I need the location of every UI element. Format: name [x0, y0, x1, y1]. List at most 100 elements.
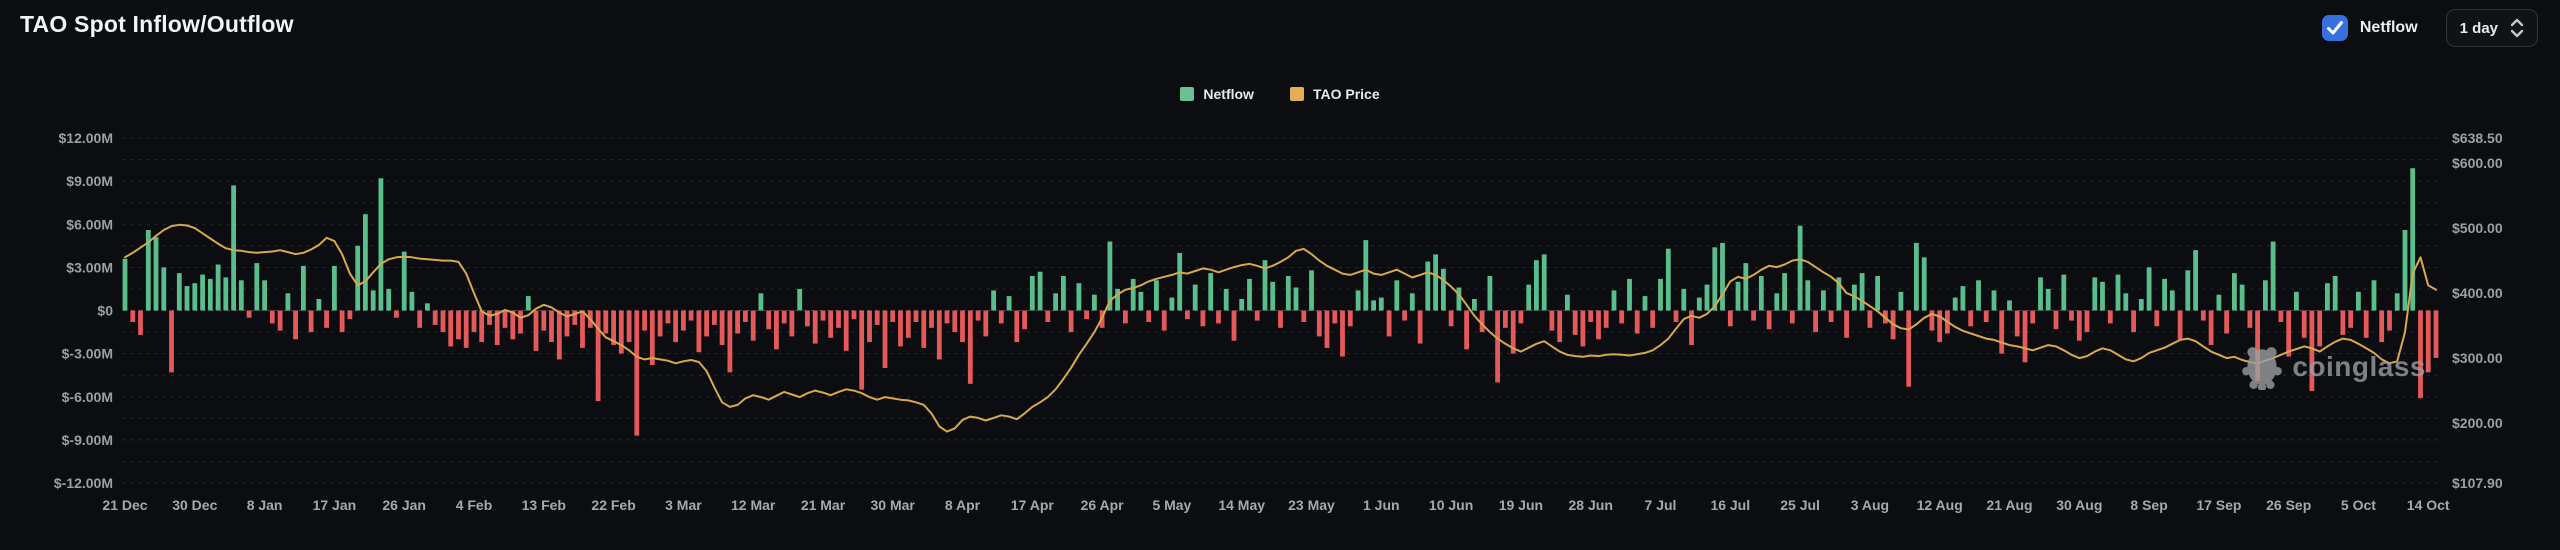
netflow-bar[interactable]	[1658, 278, 1663, 311]
netflow-bar[interactable]	[1495, 310, 1500, 383]
netflow-bar[interactable]	[2247, 310, 2253, 328]
netflow-bar[interactable]	[1805, 280, 1811, 311]
netflow-bar[interactable]	[1673, 310, 1679, 323]
netflow-bar[interactable]	[750, 310, 756, 341]
netflow-bar[interactable]	[301, 265, 306, 311]
netflow-bar[interactable]	[122, 258, 128, 311]
netflow-bar[interactable]	[2270, 241, 2276, 311]
netflow-bar[interactable]	[1642, 296, 1648, 311]
netflow-bar[interactable]	[1720, 242, 1725, 311]
netflow-bar[interactable]	[774, 310, 779, 350]
netflow-bar[interactable]	[2131, 310, 2136, 333]
netflow-bar[interactable]	[223, 277, 229, 311]
netflow-bar[interactable]	[1216, 310, 1221, 324]
netflow-bar[interactable]	[2100, 281, 2105, 311]
netflow-bar[interactable]	[207, 278, 213, 311]
netflow-bar[interactable]	[1247, 278, 1252, 311]
netflow-bar[interactable]	[913, 310, 919, 323]
netflow-bar[interactable]	[2193, 250, 2198, 311]
netflow-bar[interactable]	[2325, 283, 2330, 311]
netflow-bar[interactable]	[905, 310, 911, 338]
netflow-bar[interactable]	[1068, 310, 1074, 333]
netflow-bar[interactable]	[1766, 310, 1772, 330]
netflow-bar[interactable]	[1409, 293, 1415, 311]
netflow-bar[interactable]	[1161, 310, 1167, 331]
netflow-bar[interactable]	[269, 310, 275, 324]
netflow-bar[interactable]	[2177, 310, 2183, 340]
netflow-bar[interactable]	[1921, 257, 1927, 311]
netflow-bar[interactable]	[929, 310, 934, 328]
netflow-bar[interactable]	[1022, 310, 1027, 330]
netflow-bar[interactable]	[1952, 297, 1958, 311]
netflow-bar[interactable]	[1479, 310, 1485, 333]
netflow-bar[interactable]	[417, 310, 423, 328]
netflow-bar[interactable]	[1976, 280, 1981, 311]
netflow-bars[interactable]	[122, 168, 2439, 436]
netflow-bar[interactable]	[704, 310, 709, 337]
netflow-bar[interactable]	[743, 310, 748, 323]
netflow-bar[interactable]	[1076, 283, 1082, 311]
netflow-bar[interactable]	[1084, 310, 1089, 320]
netflow-bar[interactable]	[502, 310, 508, 328]
netflow-bar[interactable]	[176, 273, 182, 311]
netflow-bar[interactable]	[828, 310, 834, 338]
netflow-bar[interactable]	[1231, 310, 1237, 341]
netflow-bar[interactable]	[611, 310, 616, 346]
netflow-bar[interactable]	[1107, 241, 1113, 311]
netflow-bar[interactable]	[184, 286, 190, 311]
netflow-bar[interactable]	[1983, 310, 1989, 323]
netflow-bar[interactable]	[440, 310, 446, 333]
netflow-bar[interactable]	[1115, 288, 1120, 311]
netflow-bar[interactable]	[1185, 310, 1190, 320]
netflow-bar[interactable]	[2356, 291, 2361, 311]
netflow-bar[interactable]	[1270, 281, 1276, 311]
netflow-bar[interactable]	[960, 310, 965, 343]
netflow-bar[interactable]	[2224, 310, 2229, 334]
netflow-bar[interactable]	[1394, 280, 1400, 311]
netflow-bar[interactable]	[642, 310, 647, 331]
netflow-bar[interactable]	[1627, 278, 1632, 311]
netflow-bar[interactable]	[1960, 286, 1966, 311]
netflow-bar[interactable]	[525, 296, 531, 311]
netflow-bar[interactable]	[952, 310, 958, 333]
netflow-bar[interactable]	[2092, 277, 2098, 311]
netflow-bar[interactable]	[2162, 278, 2167, 311]
netflow-bar[interactable]	[2030, 310, 2036, 324]
netflow-bar[interactable]	[1859, 273, 1865, 311]
netflow-checkbox[interactable]	[2321, 15, 2348, 41]
netflow-bar[interactable]	[308, 310, 314, 333]
netflow-bar[interactable]	[1991, 290, 1997, 311]
netflow-bar[interactable]	[153, 237, 159, 311]
netflow-bar[interactable]	[1037, 271, 1043, 311]
netflow-bar[interactable]	[161, 267, 167, 311]
netflow-bar[interactable]	[2379, 310, 2385, 343]
netflow-bar[interactable]	[2425, 310, 2431, 373]
netflow-bar[interactable]	[2045, 288, 2051, 311]
netflow-bar[interactable]	[859, 310, 865, 390]
netflow-bar[interactable]	[649, 310, 655, 366]
netflow-bar[interactable]	[169, 310, 174, 373]
netflow-bar[interactable]	[634, 310, 640, 436]
netflow-bar[interactable]	[2402, 230, 2408, 311]
netflow-bar[interactable]	[2410, 168, 2416, 311]
netflow-bar[interactable]	[1557, 310, 1563, 343]
netflow-bar[interactable]	[1937, 310, 1943, 343]
netflow-bar[interactable]	[898, 310, 903, 347]
netflow-bar[interactable]	[1386, 310, 1392, 337]
netflow-bar[interactable]	[347, 310, 353, 320]
netflow-bar[interactable]	[1774, 293, 1780, 311]
netflow-bar[interactable]	[1821, 290, 1826, 311]
netflow-bar[interactable]	[967, 310, 973, 384]
netflow-bar[interactable]	[696, 310, 702, 353]
netflow-bar[interactable]	[1123, 310, 1128, 324]
netflow-bar[interactable]	[797, 288, 803, 311]
netflow-bar[interactable]	[192, 283, 198, 311]
netflow-bar[interactable]	[1503, 310, 1508, 328]
netflow-bar[interactable]	[293, 310, 298, 340]
legend-item-tao-price[interactable]: TAO Price	[1289, 86, 1380, 102]
netflow-bar[interactable]	[386, 288, 392, 311]
netflow-bar[interactable]	[1689, 310, 1694, 346]
netflow-bar[interactable]	[805, 310, 810, 327]
netflow-bar[interactable]	[719, 310, 725, 346]
netflow-bar[interactable]	[1898, 291, 1904, 311]
